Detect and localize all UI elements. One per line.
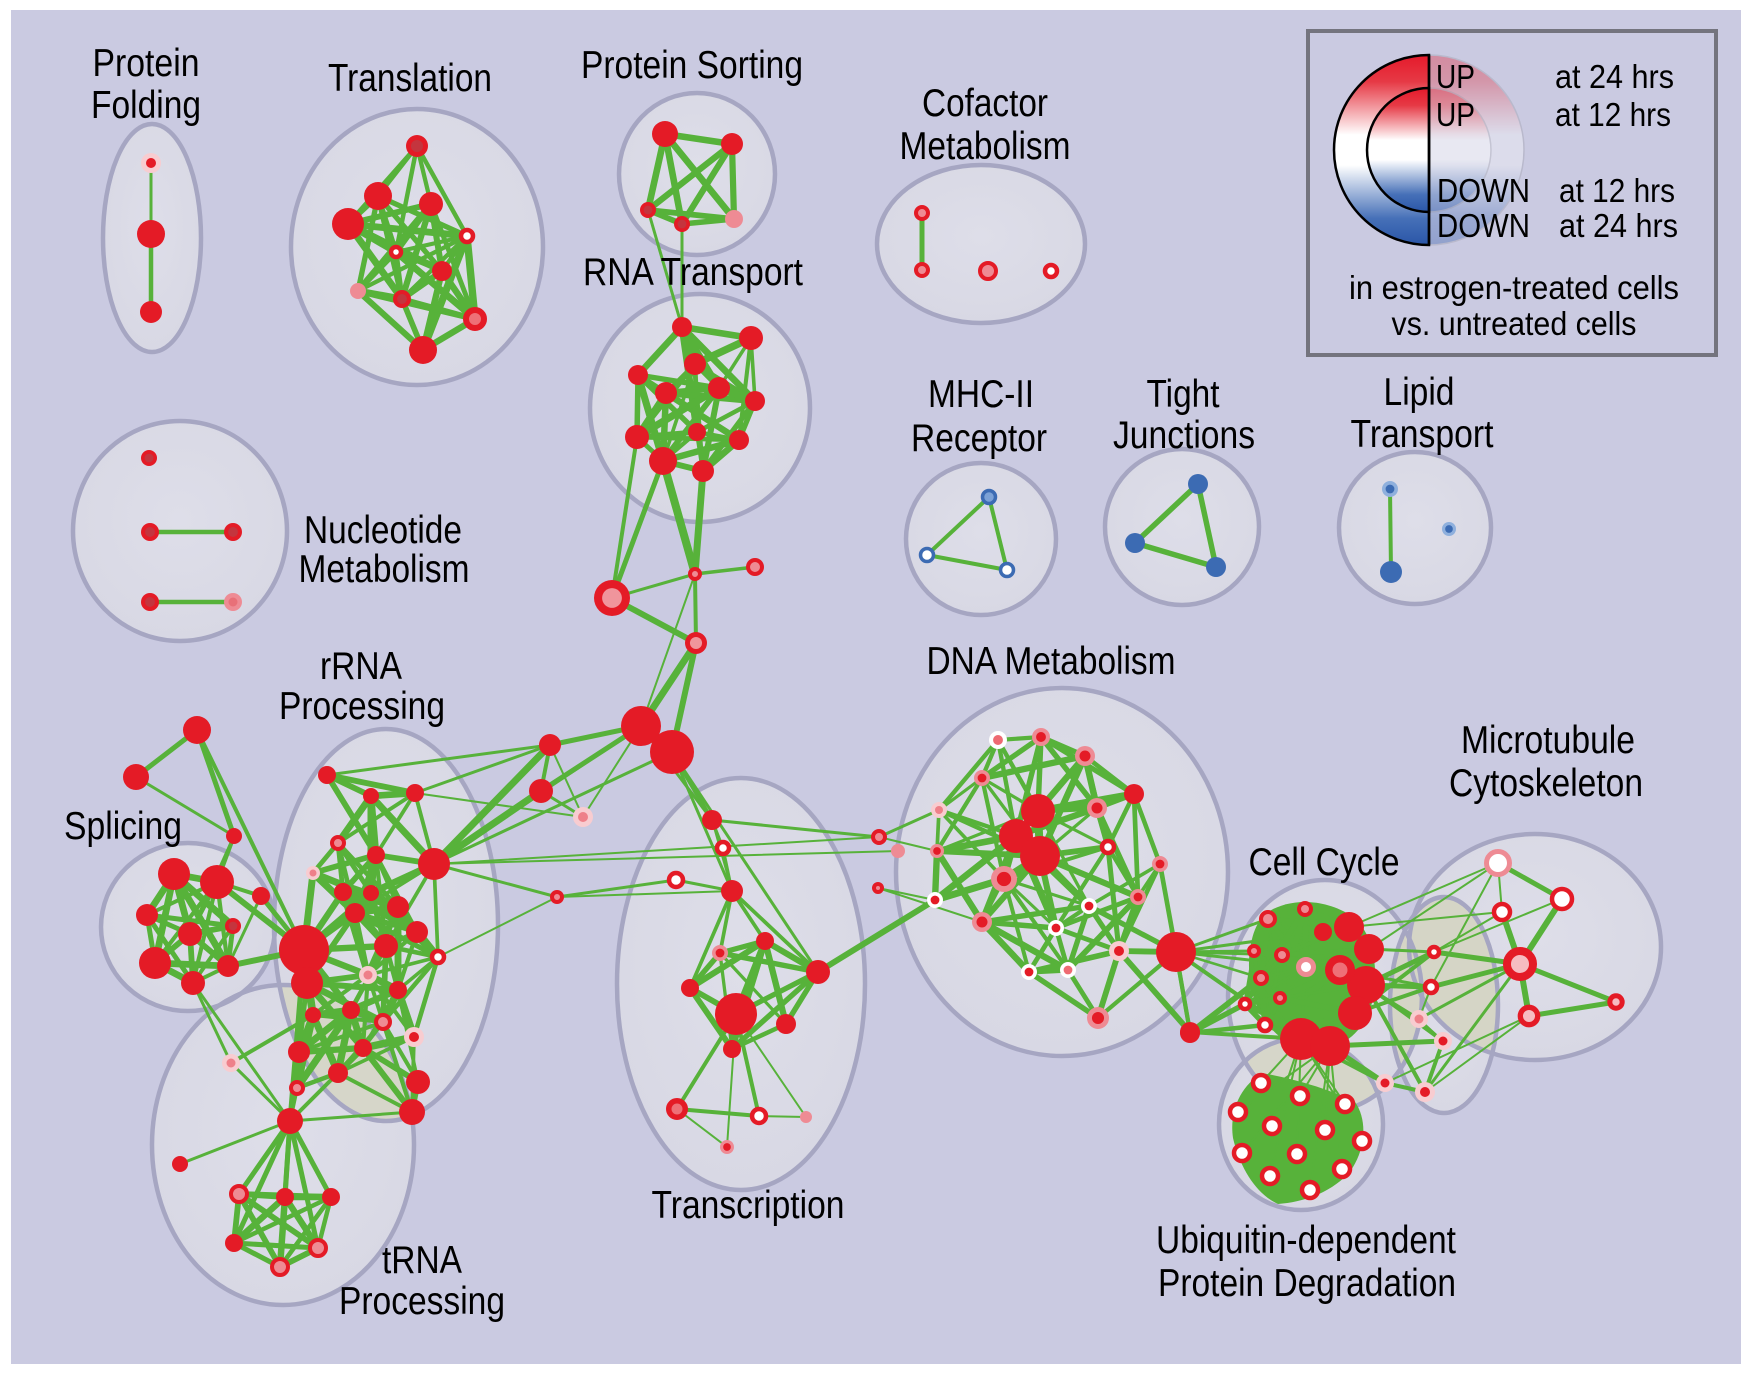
svg-text:DOWN: DOWN — [1437, 207, 1530, 244]
svg-text:Junctions: Junctions — [1113, 414, 1255, 457]
svg-text:RNA Transport: RNA Transport — [583, 251, 803, 294]
svg-text:Metabolism: Metabolism — [900, 125, 1071, 168]
svg-text:DNA Metabolism: DNA Metabolism — [927, 640, 1176, 683]
svg-text:at 12 hrs: at 12 hrs — [1559, 172, 1675, 209]
svg-text:at 24 hrs: at 24 hrs — [1559, 207, 1678, 244]
svg-text:Transcription: Transcription — [652, 1184, 845, 1227]
svg-text:Protein: Protein — [93, 42, 200, 85]
svg-text:Cofactor: Cofactor — [922, 82, 1048, 125]
svg-text:Translation: Translation — [328, 57, 492, 100]
svg-text:vs. untreated cells: vs. untreated cells — [1392, 305, 1637, 342]
svg-text:Transport: Transport — [1351, 413, 1494, 456]
svg-text:Nucleotide: Nucleotide — [304, 509, 462, 552]
svg-text:tRNA: tRNA — [382, 1239, 462, 1282]
svg-text:UP: UP — [1436, 58, 1475, 95]
svg-text:rRNA: rRNA — [320, 645, 402, 688]
svg-text:Metabolism: Metabolism — [299, 548, 470, 591]
svg-text:Splicing: Splicing — [64, 805, 182, 848]
svg-text:Protein Sorting: Protein Sorting — [581, 44, 803, 87]
svg-text:Microtubule: Microtubule — [1461, 719, 1635, 762]
svg-text:Processing: Processing — [279, 685, 445, 728]
svg-text:Receptor: Receptor — [911, 417, 1047, 460]
svg-text:at 24 hrs: at 24 hrs — [1555, 58, 1674, 95]
svg-text:Cell Cycle: Cell Cycle — [1249, 841, 1400, 884]
svg-text:Protein Degradation: Protein Degradation — [1158, 1262, 1456, 1305]
svg-text:in estrogen-treated cells: in estrogen-treated cells — [1349, 269, 1679, 306]
svg-text:Lipid: Lipid — [1384, 371, 1455, 414]
svg-text:Cytoskeleton: Cytoskeleton — [1449, 762, 1643, 805]
svg-text:Folding: Folding — [91, 84, 201, 127]
svg-text:DOWN: DOWN — [1437, 172, 1530, 209]
svg-text:Tight: Tight — [1147, 373, 1220, 416]
svg-text:MHC-II: MHC-II — [928, 373, 1034, 416]
svg-text:UP: UP — [1436, 96, 1475, 133]
svg-text:at 12 hrs: at 12 hrs — [1555, 96, 1671, 133]
svg-text:Ubiquitin-dependent: Ubiquitin-dependent — [1156, 1219, 1456, 1262]
svg-text:Processing: Processing — [339, 1280, 505, 1323]
